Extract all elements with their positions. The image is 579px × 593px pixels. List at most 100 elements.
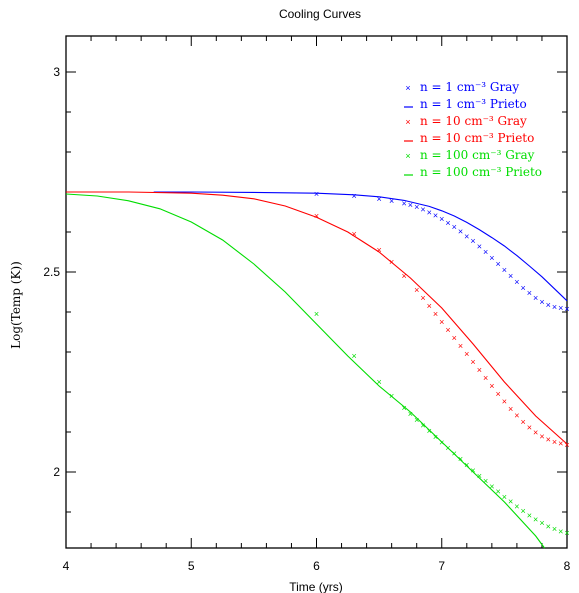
series-line <box>153 191 568 302</box>
data-point: × <box>376 194 381 204</box>
data-point: × <box>351 191 356 201</box>
data-point: × <box>427 207 432 217</box>
legend-swatch-marker: × <box>405 151 410 161</box>
legend-entry: n = 100 cm⁻³ Prieto <box>404 165 542 179</box>
legend-entry: n = 10 cm⁻³ Prieto <box>404 131 534 145</box>
series-line <box>65 193 545 549</box>
data-point: × <box>521 417 526 427</box>
x-axis-label: Time (yrs) <box>289 580 343 593</box>
legend-entry: × n = 100 cm⁻³ Gray <box>405 148 534 162</box>
data-point: × <box>402 271 407 281</box>
data-point: × <box>427 301 432 311</box>
legend-entry: n = 1 cm⁻³ Prieto <box>404 97 527 111</box>
data-point: × <box>489 481 494 491</box>
data-point: × <box>433 211 438 221</box>
legend-swatch-marker: × <box>405 117 410 127</box>
data-point: × <box>489 381 494 391</box>
data-point: × <box>508 497 513 507</box>
data-point: × <box>552 302 557 312</box>
data-point: × <box>489 253 494 263</box>
data-point: × <box>314 309 319 319</box>
data-point: × <box>458 227 463 237</box>
data-point: × <box>420 421 425 431</box>
data-point: × <box>464 460 469 470</box>
data-point: × <box>389 196 394 206</box>
data-point: × <box>495 259 500 269</box>
data-point: × <box>477 471 482 481</box>
series-2: ×××××××××××××××××××××××× × × × × × × <box>314 211 570 450</box>
legend-label: n = 10 cm⁻³ Prieto <box>420 131 534 145</box>
series-layer: × × × × × × × × × × × × × × × ×××××××××× × × × × × ××××××××××… <box>65 189 570 549</box>
data-point: × <box>539 297 544 307</box>
legend-label: n = 1 cm⁻³ Prieto <box>420 97 527 111</box>
data-point: × <box>564 440 569 450</box>
data-point: × <box>495 389 500 399</box>
data-point: × <box>483 373 488 383</box>
legend-label: n = 10 cm⁻³ Gray <box>420 114 527 128</box>
data-point: × <box>527 511 532 521</box>
data-point: × <box>564 304 569 314</box>
data-point: × <box>552 524 557 534</box>
data-point: × <box>414 415 419 425</box>
chart-title: Cooling Curves <box>279 7 361 21</box>
data-point: × <box>539 518 544 528</box>
data-point: × <box>533 427 538 437</box>
data-point: × <box>539 431 544 441</box>
data-point: × <box>351 351 356 361</box>
data-point: × <box>514 411 519 421</box>
y-tick-label: 2.5 <box>43 265 60 279</box>
data-point: × <box>414 202 419 212</box>
data-point: × <box>314 211 319 221</box>
series-1 <box>153 191 568 302</box>
data-point: × <box>546 521 551 531</box>
data-point: × <box>464 231 469 241</box>
ticks: 4 5 6 7 8 2 2.5 3 <box>43 36 571 573</box>
x-tick-label: 6 <box>313 559 320 573</box>
data-point: × <box>470 357 475 367</box>
data-point: × <box>351 229 356 239</box>
data-point: × <box>502 397 507 407</box>
data-point: × <box>483 247 488 257</box>
data-point: × <box>533 293 538 303</box>
data-point: × <box>483 476 488 486</box>
data-point: × <box>477 365 482 375</box>
data-point: × <box>470 465 475 475</box>
data-point: × <box>502 492 507 502</box>
data-point: × <box>508 271 513 281</box>
data-point: × <box>558 303 563 313</box>
plot-frame <box>65 35 568 549</box>
x-tick-label: 7 <box>438 559 445 573</box>
series-4: ××××××××××××××××××××× × × × × × × × × × × <box>314 309 570 538</box>
legend-swatch-marker: × <box>405 83 410 93</box>
data-point: × <box>314 189 319 199</box>
x-tick-label: 5 <box>188 559 195 573</box>
data-point: × <box>470 236 475 246</box>
y-tick-label: 3 <box>53 65 60 79</box>
data-point: × <box>376 377 381 387</box>
legend-label: n = 1 cm⁻³ Gray <box>420 80 519 94</box>
data-point: × <box>502 265 507 275</box>
data-point: × <box>408 200 413 210</box>
data-point: × <box>546 435 551 445</box>
x-tick-label: 4 <box>63 559 70 573</box>
data-point: × <box>452 222 457 232</box>
data-point: × <box>445 218 450 228</box>
data-point: × <box>414 285 419 295</box>
data-point: × <box>376 245 381 255</box>
data-point: × <box>514 501 519 511</box>
data-point: × <box>402 199 407 209</box>
data-point: × <box>439 214 444 224</box>
data-point: × <box>508 404 513 414</box>
data-point: × <box>495 487 500 497</box>
series-5 <box>65 193 545 549</box>
legend: × n = 1 cm⁻³ Gray n = 1 cm⁻³ Prieto × n = 10… <box>404 80 542 179</box>
data-point: × <box>521 283 526 293</box>
data-point: × <box>533 515 538 525</box>
data-point: × <box>558 439 563 449</box>
data-point: × <box>458 341 463 351</box>
data-point: × <box>464 349 469 359</box>
data-point: × <box>420 205 425 215</box>
data-point: × <box>433 309 438 319</box>
x-tick-label: 8 <box>564 559 571 573</box>
